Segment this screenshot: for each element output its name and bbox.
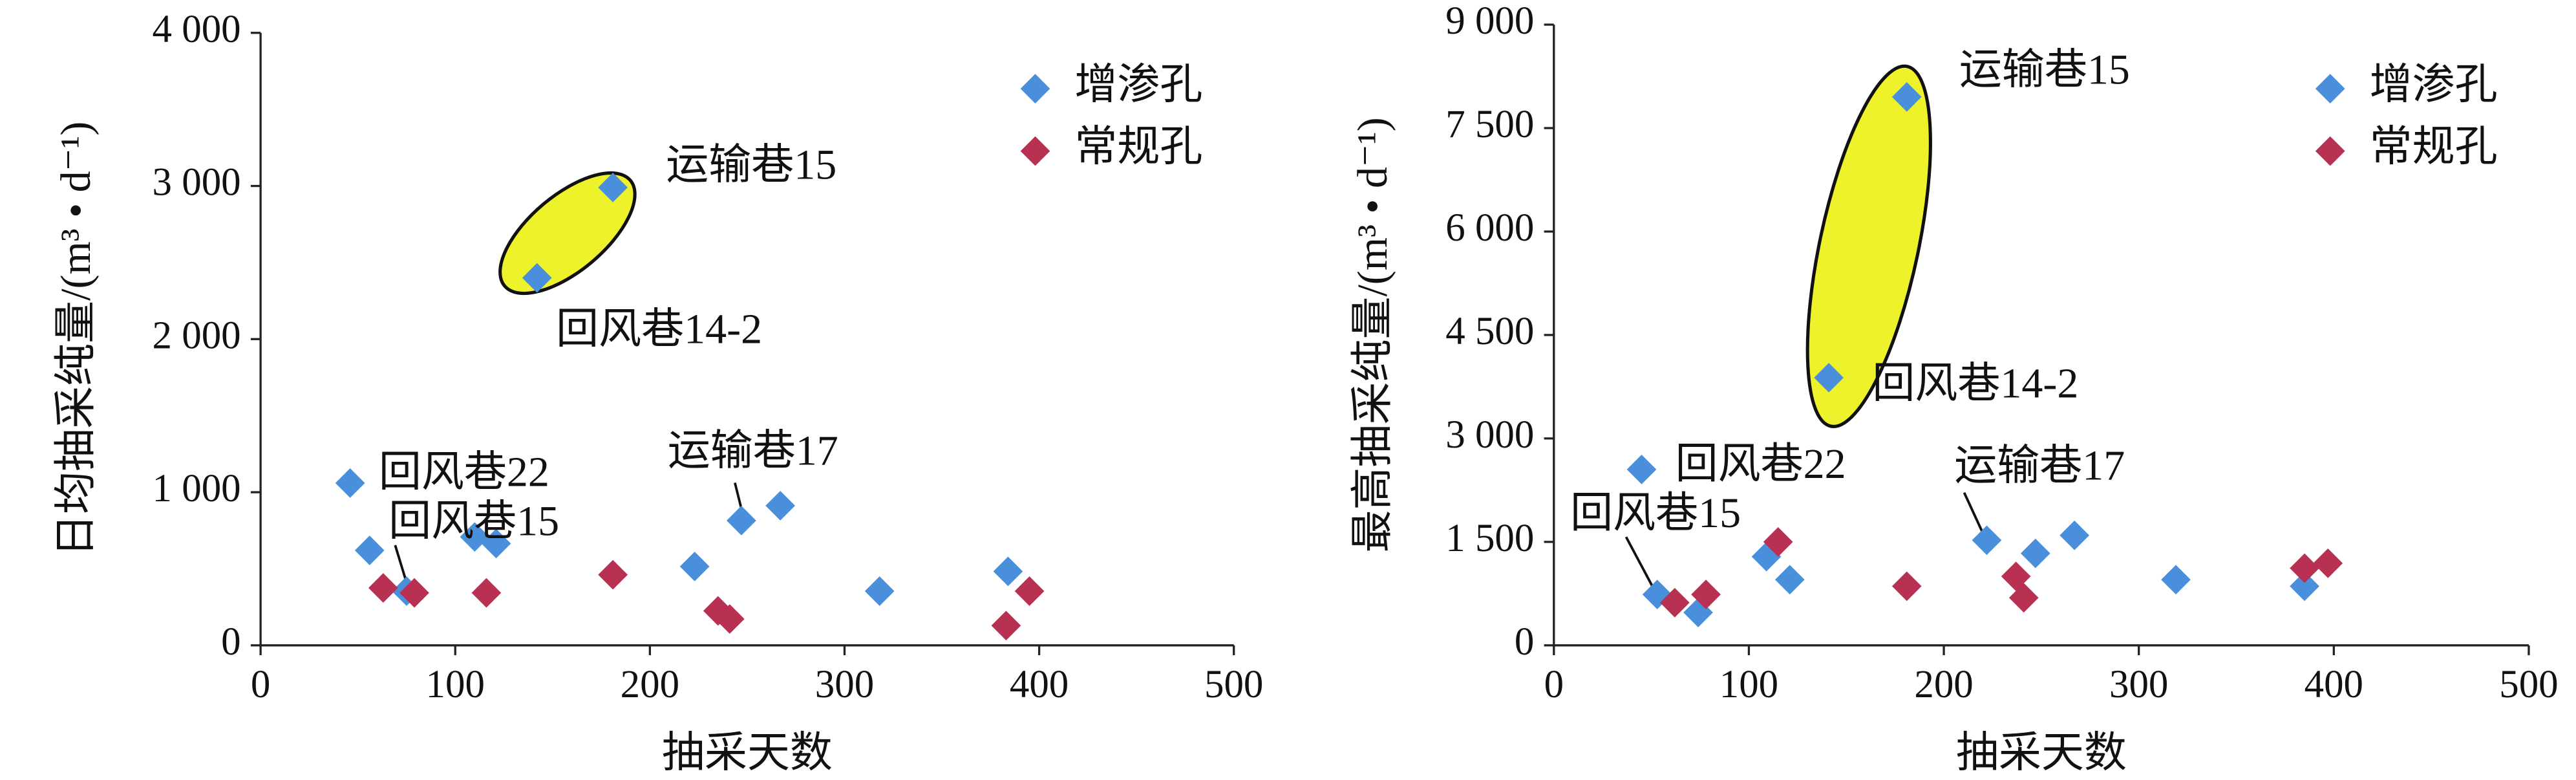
x-tick-label: 100: [1719, 663, 1778, 706]
x-tick-label: 200: [1914, 663, 1973, 706]
annotation: 运输巷17: [1954, 442, 2125, 489]
annotation: 回风巷14-2: [1872, 360, 2078, 407]
point: [679, 552, 710, 581]
point: [2313, 548, 2343, 578]
x-tick-label: 300: [2109, 663, 2168, 706]
point: [991, 611, 1021, 641]
legend-marker: [1020, 74, 1050, 103]
y-tick-label: 4 000: [153, 8, 241, 51]
x-tick-label: 200: [621, 663, 679, 706]
annotation: 运输巷15: [1959, 46, 2130, 93]
legend-marker: [1020, 136, 1050, 166]
y-tick-label: 3 000: [153, 161, 241, 204]
x-tick-label: 500: [1204, 663, 1263, 706]
x-tick-label: 300: [815, 663, 874, 706]
point: [1014, 576, 1045, 606]
y-tick-label: 6 000: [1445, 206, 1534, 250]
point: [2060, 520, 2090, 550]
point: [727, 505, 756, 536]
leader-line: [1963, 492, 1985, 536]
point: [368, 573, 398, 603]
point: [354, 536, 385, 565]
point: [1763, 527, 1793, 557]
y-tick-label: 1 000: [153, 467, 241, 510]
point: [1691, 580, 1721, 609]
annotation: 回风巷22: [1676, 440, 1846, 488]
legend-label: 常规孔: [2370, 124, 2498, 171]
y-axis-title: 最高抽采纯量/(m³ • d⁻¹): [1349, 117, 1396, 552]
y-tick-label: 1 500: [1445, 517, 1534, 560]
annotation: 运输巷17: [668, 427, 838, 474]
point: [335, 468, 365, 498]
legend-marker: [2315, 136, 2345, 166]
annotation: 回风巷14-2: [556, 306, 762, 353]
x-tick-label: 500: [2499, 663, 2558, 706]
x-tick-label: 400: [2305, 663, 2363, 706]
point: [1972, 525, 2002, 556]
x-tick-label: 0: [1544, 663, 1564, 706]
annotation: 回风巷22: [379, 448, 549, 495]
annotation: 运输巷15: [666, 142, 836, 189]
leader-line: [1624, 536, 1654, 587]
point: [1626, 455, 1657, 484]
y-tick-label: 4 500: [1445, 310, 1534, 353]
point: [2020, 538, 2050, 569]
point: [598, 559, 628, 590]
annotation: 回风巷15: [1570, 490, 1741, 537]
point: [1659, 587, 1690, 618]
point: [2161, 565, 2191, 595]
point: [2008, 583, 2039, 613]
point: [765, 491, 795, 521]
highlight-ellipse: [1805, 64, 1932, 428]
point: [2290, 553, 2319, 583]
point: [1814, 363, 1844, 393]
point: [1891, 81, 1922, 112]
y-tick-label: 3 000: [1445, 413, 1534, 457]
y-tick-label: 7 500: [1445, 103, 1534, 146]
y-tick-label: 0: [1515, 620, 1534, 664]
point: [864, 576, 895, 606]
x-tick-label: 400: [1010, 663, 1069, 706]
legend-label: 增渗孔: [1074, 61, 1202, 108]
x-axis-title: 抽采天数: [1956, 730, 2127, 777]
x-axis-title: 抽采天数: [662, 730, 833, 777]
x-tick-label: 0: [251, 663, 270, 706]
y-axis-title: 日均抽采纯量/(m³ • d⁻¹): [52, 122, 100, 557]
leader-line: [394, 545, 408, 583]
point: [993, 556, 1023, 587]
legend-marker: [2315, 74, 2345, 103]
y-tick-label: 2 000: [153, 314, 241, 357]
point: [2290, 571, 2319, 601]
y-tick-label: 0: [221, 620, 240, 664]
y-tick-label: 9 000: [1445, 0, 1534, 43]
point: [1774, 565, 1805, 595]
annotation: 回风巷15: [389, 498, 559, 545]
point: [1891, 571, 1922, 601]
point: [471, 578, 502, 608]
legend-label: 增渗孔: [2370, 61, 2498, 108]
legend-label: 常规孔: [1074, 124, 1202, 171]
highlight-ellipse: [498, 171, 637, 296]
x-tick-label: 100: [426, 663, 485, 706]
